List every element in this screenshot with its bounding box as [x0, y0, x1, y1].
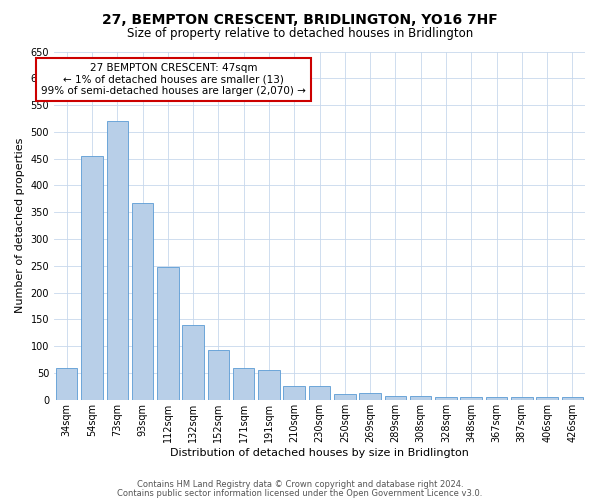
Y-axis label: Number of detached properties: Number of detached properties: [15, 138, 25, 314]
Text: Contains HM Land Registry data © Crown copyright and database right 2024.: Contains HM Land Registry data © Crown c…: [137, 480, 463, 489]
X-axis label: Distribution of detached houses by size in Bridlington: Distribution of detached houses by size …: [170, 448, 469, 458]
Bar: [460, 397, 482, 400]
Text: 27, BEMPTON CRESCENT, BRIDLINGTON, YO16 7HF: 27, BEMPTON CRESCENT, BRIDLINGTON, YO16 …: [102, 12, 498, 26]
Bar: [511, 397, 533, 400]
Bar: [435, 396, 457, 400]
Bar: [233, 368, 254, 400]
Text: Size of property relative to detached houses in Bridlington: Size of property relative to detached ho…: [127, 28, 473, 40]
Bar: [385, 396, 406, 400]
Bar: [562, 397, 583, 400]
Bar: [258, 370, 280, 400]
Bar: [157, 267, 179, 400]
Bar: [182, 325, 204, 400]
Bar: [81, 156, 103, 400]
Bar: [334, 394, 356, 400]
Bar: [56, 368, 77, 400]
Bar: [107, 121, 128, 400]
Bar: [536, 397, 558, 400]
Bar: [132, 202, 153, 400]
Bar: [359, 394, 381, 400]
Bar: [410, 396, 431, 400]
Text: 27 BEMPTON CRESCENT: 47sqm
← 1% of detached houses are smaller (13)
99% of semi-: 27 BEMPTON CRESCENT: 47sqm ← 1% of detac…: [41, 63, 306, 96]
Bar: [208, 350, 229, 400]
Bar: [283, 386, 305, 400]
Bar: [309, 386, 330, 400]
Text: Contains public sector information licensed under the Open Government Licence v3: Contains public sector information licen…: [118, 489, 482, 498]
Bar: [486, 397, 507, 400]
